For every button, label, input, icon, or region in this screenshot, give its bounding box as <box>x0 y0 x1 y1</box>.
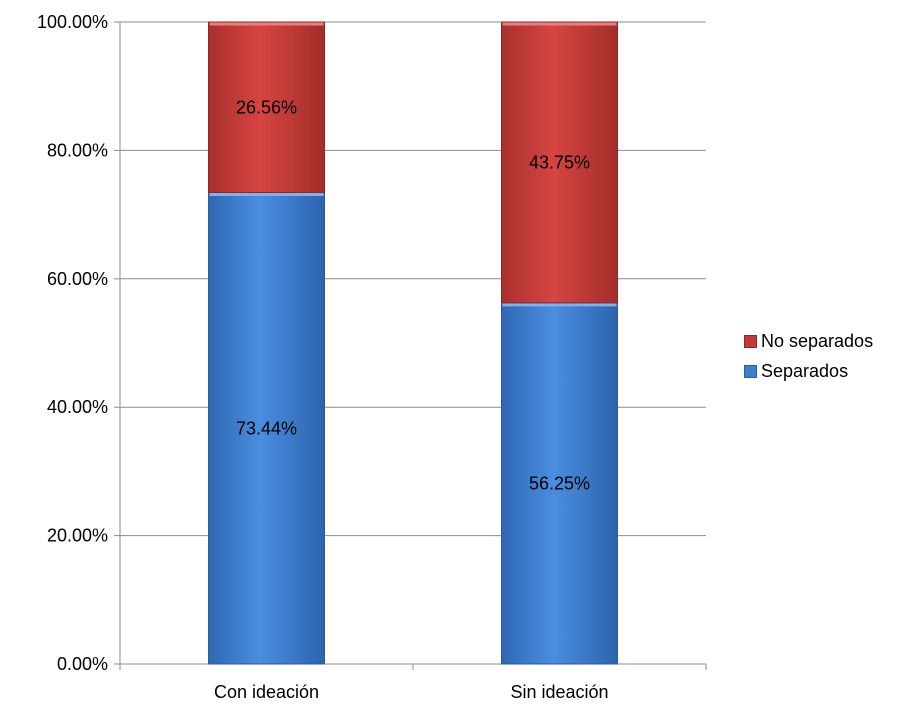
bar-segment-no-separados <box>208 21 325 194</box>
bar-segment-separados <box>208 192 325 665</box>
data-label: 26.56% <box>236 97 297 117</box>
y-tick-label: 60.00% <box>47 269 108 289</box>
y-tick-label: 40.00% <box>47 397 108 417</box>
x-category-label: Con ideación <box>214 682 319 702</box>
legend-swatch-separados <box>744 364 757 378</box>
data-label: 56.25% <box>529 473 590 493</box>
y-tick-label: 80.00% <box>47 140 108 160</box>
y-tick-label: 0.00% <box>57 654 108 674</box>
legend-label-separados: Separados <box>761 360 849 381</box>
data-label: 73.44% <box>236 418 297 438</box>
y-tick-label: 20.00% <box>47 526 108 546</box>
legend-swatch-no-separados <box>744 334 757 348</box>
labels: 0.00% 20.00% 40.00% 60.00% 80.00% 100.00% 73.4… <box>37 12 609 702</box>
bars <box>208 21 618 665</box>
bar-segment-no-separados <box>501 21 618 304</box>
data-label: 43.75% <box>529 152 590 172</box>
legend-item-no-separados: No separados <box>744 326 873 356</box>
y-tick-label: 100.00% <box>37 12 108 32</box>
x-category-label: Sin ideación <box>510 682 608 702</box>
legend: No separados Separados <box>744 326 873 386</box>
legend-label-no-separados: No separados <box>761 330 874 351</box>
legend-item-separados: Separados <box>744 356 873 386</box>
gridlines <box>120 21 706 537</box>
